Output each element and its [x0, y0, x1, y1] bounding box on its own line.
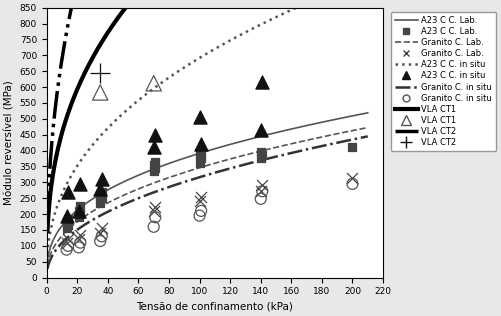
X-axis label: Tensão de confinamento (kPa): Tensão de confinamento (kPa)	[136, 302, 293, 312]
Point	[96, 194, 104, 199]
Point	[150, 145, 158, 150]
Point	[349, 145, 357, 150]
Point	[349, 175, 357, 180]
Point	[257, 196, 265, 201]
Point	[76, 204, 84, 209]
Point	[257, 127, 265, 132]
Legend: A23 C C. Lab., A23 C C. Lab., Granito C. Lab., Granito C. Lab., A23 C C. in situ: A23 C C. Lab., A23 C C. Lab., Granito C.…	[391, 12, 496, 151]
Point	[63, 247, 71, 252]
Point	[257, 189, 265, 194]
Point	[98, 189, 106, 194]
Point	[75, 208, 83, 213]
Point	[76, 211, 84, 216]
Point	[151, 204, 159, 210]
Point	[63, 226, 71, 231]
Y-axis label: Módulo reversível (MPa): Módulo reversível (MPa)	[4, 80, 14, 205]
Point	[151, 132, 159, 137]
Point	[96, 90, 104, 95]
Point	[197, 156, 205, 161]
Point	[96, 239, 104, 244]
Point	[75, 215, 83, 220]
Point	[75, 237, 83, 242]
Point	[76, 232, 84, 237]
Point	[150, 208, 158, 213]
Point	[349, 181, 357, 186]
Point	[63, 241, 71, 246]
Point	[64, 223, 72, 228]
Point	[195, 213, 203, 218]
Point	[96, 231, 104, 236]
Point	[150, 81, 158, 86]
Point	[150, 169, 158, 174]
Point	[197, 194, 205, 199]
Point	[195, 153, 203, 158]
Point	[98, 234, 106, 239]
Point	[151, 215, 159, 220]
Point	[197, 149, 205, 155]
Point	[151, 166, 159, 171]
Point	[197, 208, 205, 213]
Point	[257, 156, 265, 161]
Point	[96, 186, 104, 191]
Point	[258, 182, 266, 187]
Point	[150, 224, 158, 229]
Point	[63, 220, 71, 225]
Point	[64, 243, 72, 248]
Point	[195, 115, 203, 120]
Point	[98, 196, 106, 201]
Point	[150, 162, 158, 167]
Point	[63, 213, 71, 218]
Point	[75, 208, 83, 213]
Point	[257, 149, 265, 155]
Point	[151, 159, 159, 164]
Point	[76, 240, 84, 245]
Point	[98, 226, 106, 231]
Point	[96, 70, 104, 75]
Point	[64, 189, 72, 194]
Point	[258, 153, 266, 158]
Point	[75, 245, 83, 250]
Point	[98, 177, 106, 182]
Point	[76, 181, 84, 186]
Point	[258, 80, 266, 85]
Point	[64, 237, 72, 242]
Point	[197, 142, 205, 147]
Point	[195, 161, 203, 166]
Point	[195, 199, 203, 204]
Point	[258, 189, 266, 194]
Point	[96, 200, 104, 205]
Point	[64, 216, 72, 221]
